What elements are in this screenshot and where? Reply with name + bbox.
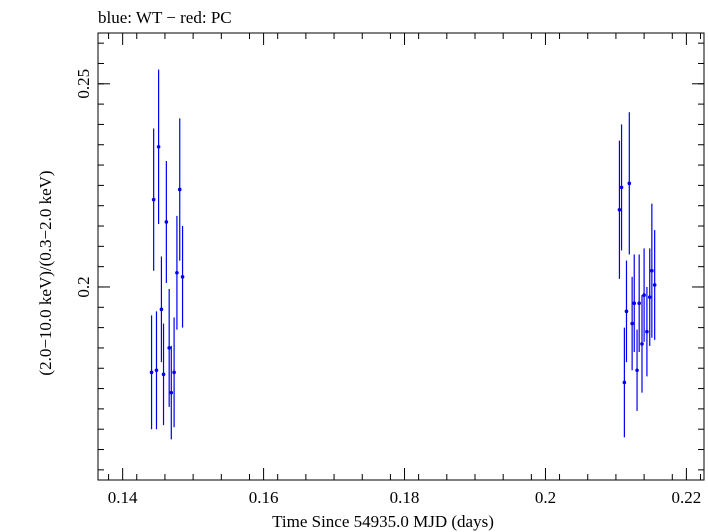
data-point: [154, 311, 159, 430]
point-marker: [172, 370, 176, 375]
y-tick-label: 0.25: [74, 69, 93, 99]
point-marker: [169, 390, 174, 395]
point-marker: [624, 309, 629, 314]
point-marker: [622, 380, 627, 385]
plot-frame: [97, 32, 705, 481]
data-point: [645, 286, 649, 377]
data-point: [619, 124, 624, 251]
y-tick-label: 0.2: [74, 276, 93, 297]
point-marker: [642, 293, 646, 297]
point-marker: [161, 372, 166, 377]
data-point: [156, 69, 161, 224]
data-point: [149, 315, 154, 430]
data-point: [632, 254, 637, 352]
point-marker: [637, 301, 641, 306]
x-tick-label: 0.22: [672, 488, 702, 507]
data-series-wt: [149, 69, 657, 440]
y-axis: 0.2 0.25: [74, 42, 704, 471]
point-marker: [167, 346, 171, 350]
data-point: [175, 215, 179, 330]
data-point: [635, 329, 639, 411]
x-axis-label: Time Since 54935.0 MJD (days): [272, 512, 494, 531]
data-point: [161, 323, 166, 426]
data-point: [169, 345, 174, 440]
x-axis: 0.14 0.16 0.18 0.2 0.22: [108, 33, 701, 507]
data-point: [650, 203, 654, 338]
point-marker: [154, 368, 159, 373]
point-marker: [647, 295, 652, 299]
data-point: [642, 248, 646, 342]
point-marker: [632, 301, 637, 306]
point-marker: [159, 307, 164, 312]
point-marker: [640, 342, 644, 346]
point-marker: [652, 283, 657, 287]
point-marker: [180, 275, 185, 279]
point-marker: [149, 370, 154, 375]
data-point: [647, 248, 652, 346]
chart-title: blue: WT − red: PC: [98, 8, 232, 27]
point-marker: [177, 187, 182, 192]
data-point: [640, 295, 644, 393]
x-tick-label: 0.18: [390, 488, 420, 507]
point-marker: [617, 207, 622, 212]
data-point: [172, 317, 176, 428]
data-point: [159, 256, 164, 363]
data-point: [167, 289, 171, 407]
y-axis-label: (2.0−10.0 keV)/(0.3−2.0 keV): [36, 170, 55, 375]
point-marker: [645, 329, 649, 334]
data-point: [617, 140, 622, 279]
data-point: [637, 254, 641, 352]
data-point: [180, 226, 185, 328]
data-point: [630, 276, 634, 371]
point-marker: [635, 368, 639, 373]
point-marker: [156, 144, 161, 149]
data-point: [151, 128, 156, 271]
point-marker: [630, 321, 634, 326]
point-marker: [175, 270, 179, 275]
data-point: [177, 118, 182, 261]
data-point: [652, 230, 657, 340]
point-marker: [164, 220, 169, 224]
x-tick-label: 0.16: [249, 488, 279, 507]
point-marker: [619, 185, 624, 190]
data-point: [624, 260, 629, 363]
x-tick-label: 0.14: [108, 488, 138, 507]
data-point: [627, 112, 632, 255]
point-marker: [627, 181, 632, 186]
data-point: [622, 327, 627, 438]
data-point: [164, 161, 169, 283]
point-marker: [151, 197, 156, 202]
point-marker: [650, 268, 654, 273]
x-tick-label: 0.2: [535, 488, 556, 507]
